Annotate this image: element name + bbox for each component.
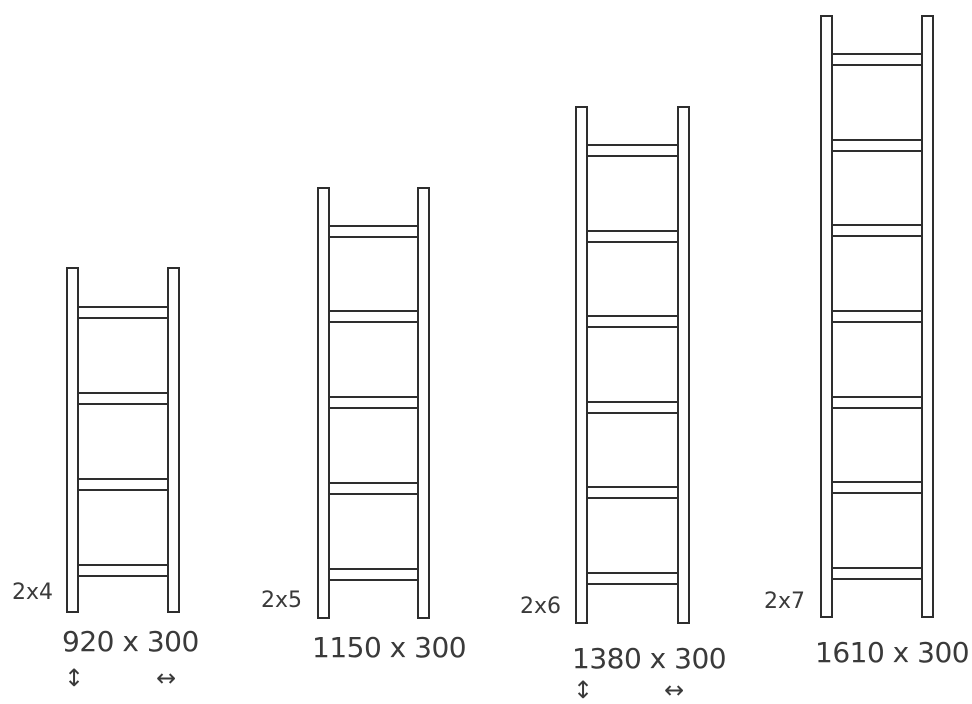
width-arrow-icon: ↔ <box>664 676 685 704</box>
ladder-2x5 <box>317 187 430 619</box>
rung-bar <box>77 306 169 319</box>
rung-bar <box>586 486 679 499</box>
size-label-1150x300: 1150 x 300 <box>312 631 467 664</box>
rung-bar <box>328 396 419 409</box>
left-rail <box>66 267 79 613</box>
width-arrow-icon: ↔ <box>156 664 177 692</box>
rung-bar <box>831 139 923 152</box>
rung-bar <box>586 230 679 243</box>
right-rail <box>417 187 430 619</box>
rung-bar <box>77 564 169 577</box>
height-arrow-icon: ↕ <box>64 664 85 692</box>
rung-bar <box>586 144 679 157</box>
rung-bar <box>831 310 923 323</box>
config-label-2x7: 2x7 <box>764 589 806 614</box>
rung-bar <box>831 567 923 580</box>
rung-bar <box>831 481 923 494</box>
config-label-2x5: 2x5 <box>261 588 303 613</box>
right-rail <box>677 106 690 624</box>
left-rail <box>575 106 588 624</box>
right-rail <box>167 267 180 613</box>
rung-bar <box>586 572 679 585</box>
rung-bar <box>328 568 419 581</box>
rung-bar <box>328 482 419 495</box>
size-label-1380x300: 1380 x 300 <box>572 642 727 675</box>
config-label-2x4: 2x4 <box>12 580 54 605</box>
ladder-2x4 <box>66 267 180 613</box>
left-rail <box>820 15 833 618</box>
height-arrow-icon: ↕ <box>573 676 594 704</box>
rung-bar <box>586 315 679 328</box>
rung-bar <box>831 396 923 409</box>
config-label-2x6: 2x6 <box>520 594 562 619</box>
rung-bar <box>586 401 679 414</box>
right-rail <box>921 15 934 618</box>
rung-bar <box>328 310 419 323</box>
rung-bar <box>831 224 923 237</box>
rung-bar <box>328 225 419 238</box>
rung-bar <box>77 392 169 405</box>
ladder-2x7 <box>820 15 934 618</box>
size-label-920x300: 920 x 300 <box>62 625 199 658</box>
ladder-2x6 <box>575 106 690 624</box>
rung-bar <box>831 53 923 66</box>
size-label-1610x300: 1610 x 300 <box>815 636 970 669</box>
left-rail <box>317 187 330 619</box>
rung-bar <box>77 478 169 491</box>
